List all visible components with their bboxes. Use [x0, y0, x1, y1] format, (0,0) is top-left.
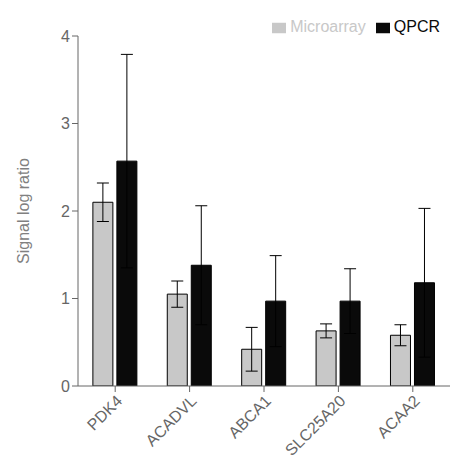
svg-text:ACADVL: ACADVL — [142, 392, 199, 449]
svg-text:4: 4 — [61, 28, 70, 45]
svg-text:SLC25A20: SLC25A20 — [282, 392, 349, 459]
html-text:QPCR: QPCR — [393, 18, 440, 35]
html-text:Microarray: Microarray — [290, 18, 366, 35]
svg-text:3: 3 — [61, 115, 70, 132]
svg-text:ABCA1: ABCA1 — [225, 392, 274, 441]
svg-text:2: 2 — [61, 203, 70, 220]
svg-text:ACAA2: ACAA2 — [374, 392, 423, 441]
svg-text:1: 1 — [61, 290, 70, 307]
svg-text:0: 0 — [61, 378, 70, 395]
svg-text:Signal log ratio: Signal log ratio — [15, 158, 32, 264]
svg-text:PDK4: PDK4 — [84, 392, 126, 434]
